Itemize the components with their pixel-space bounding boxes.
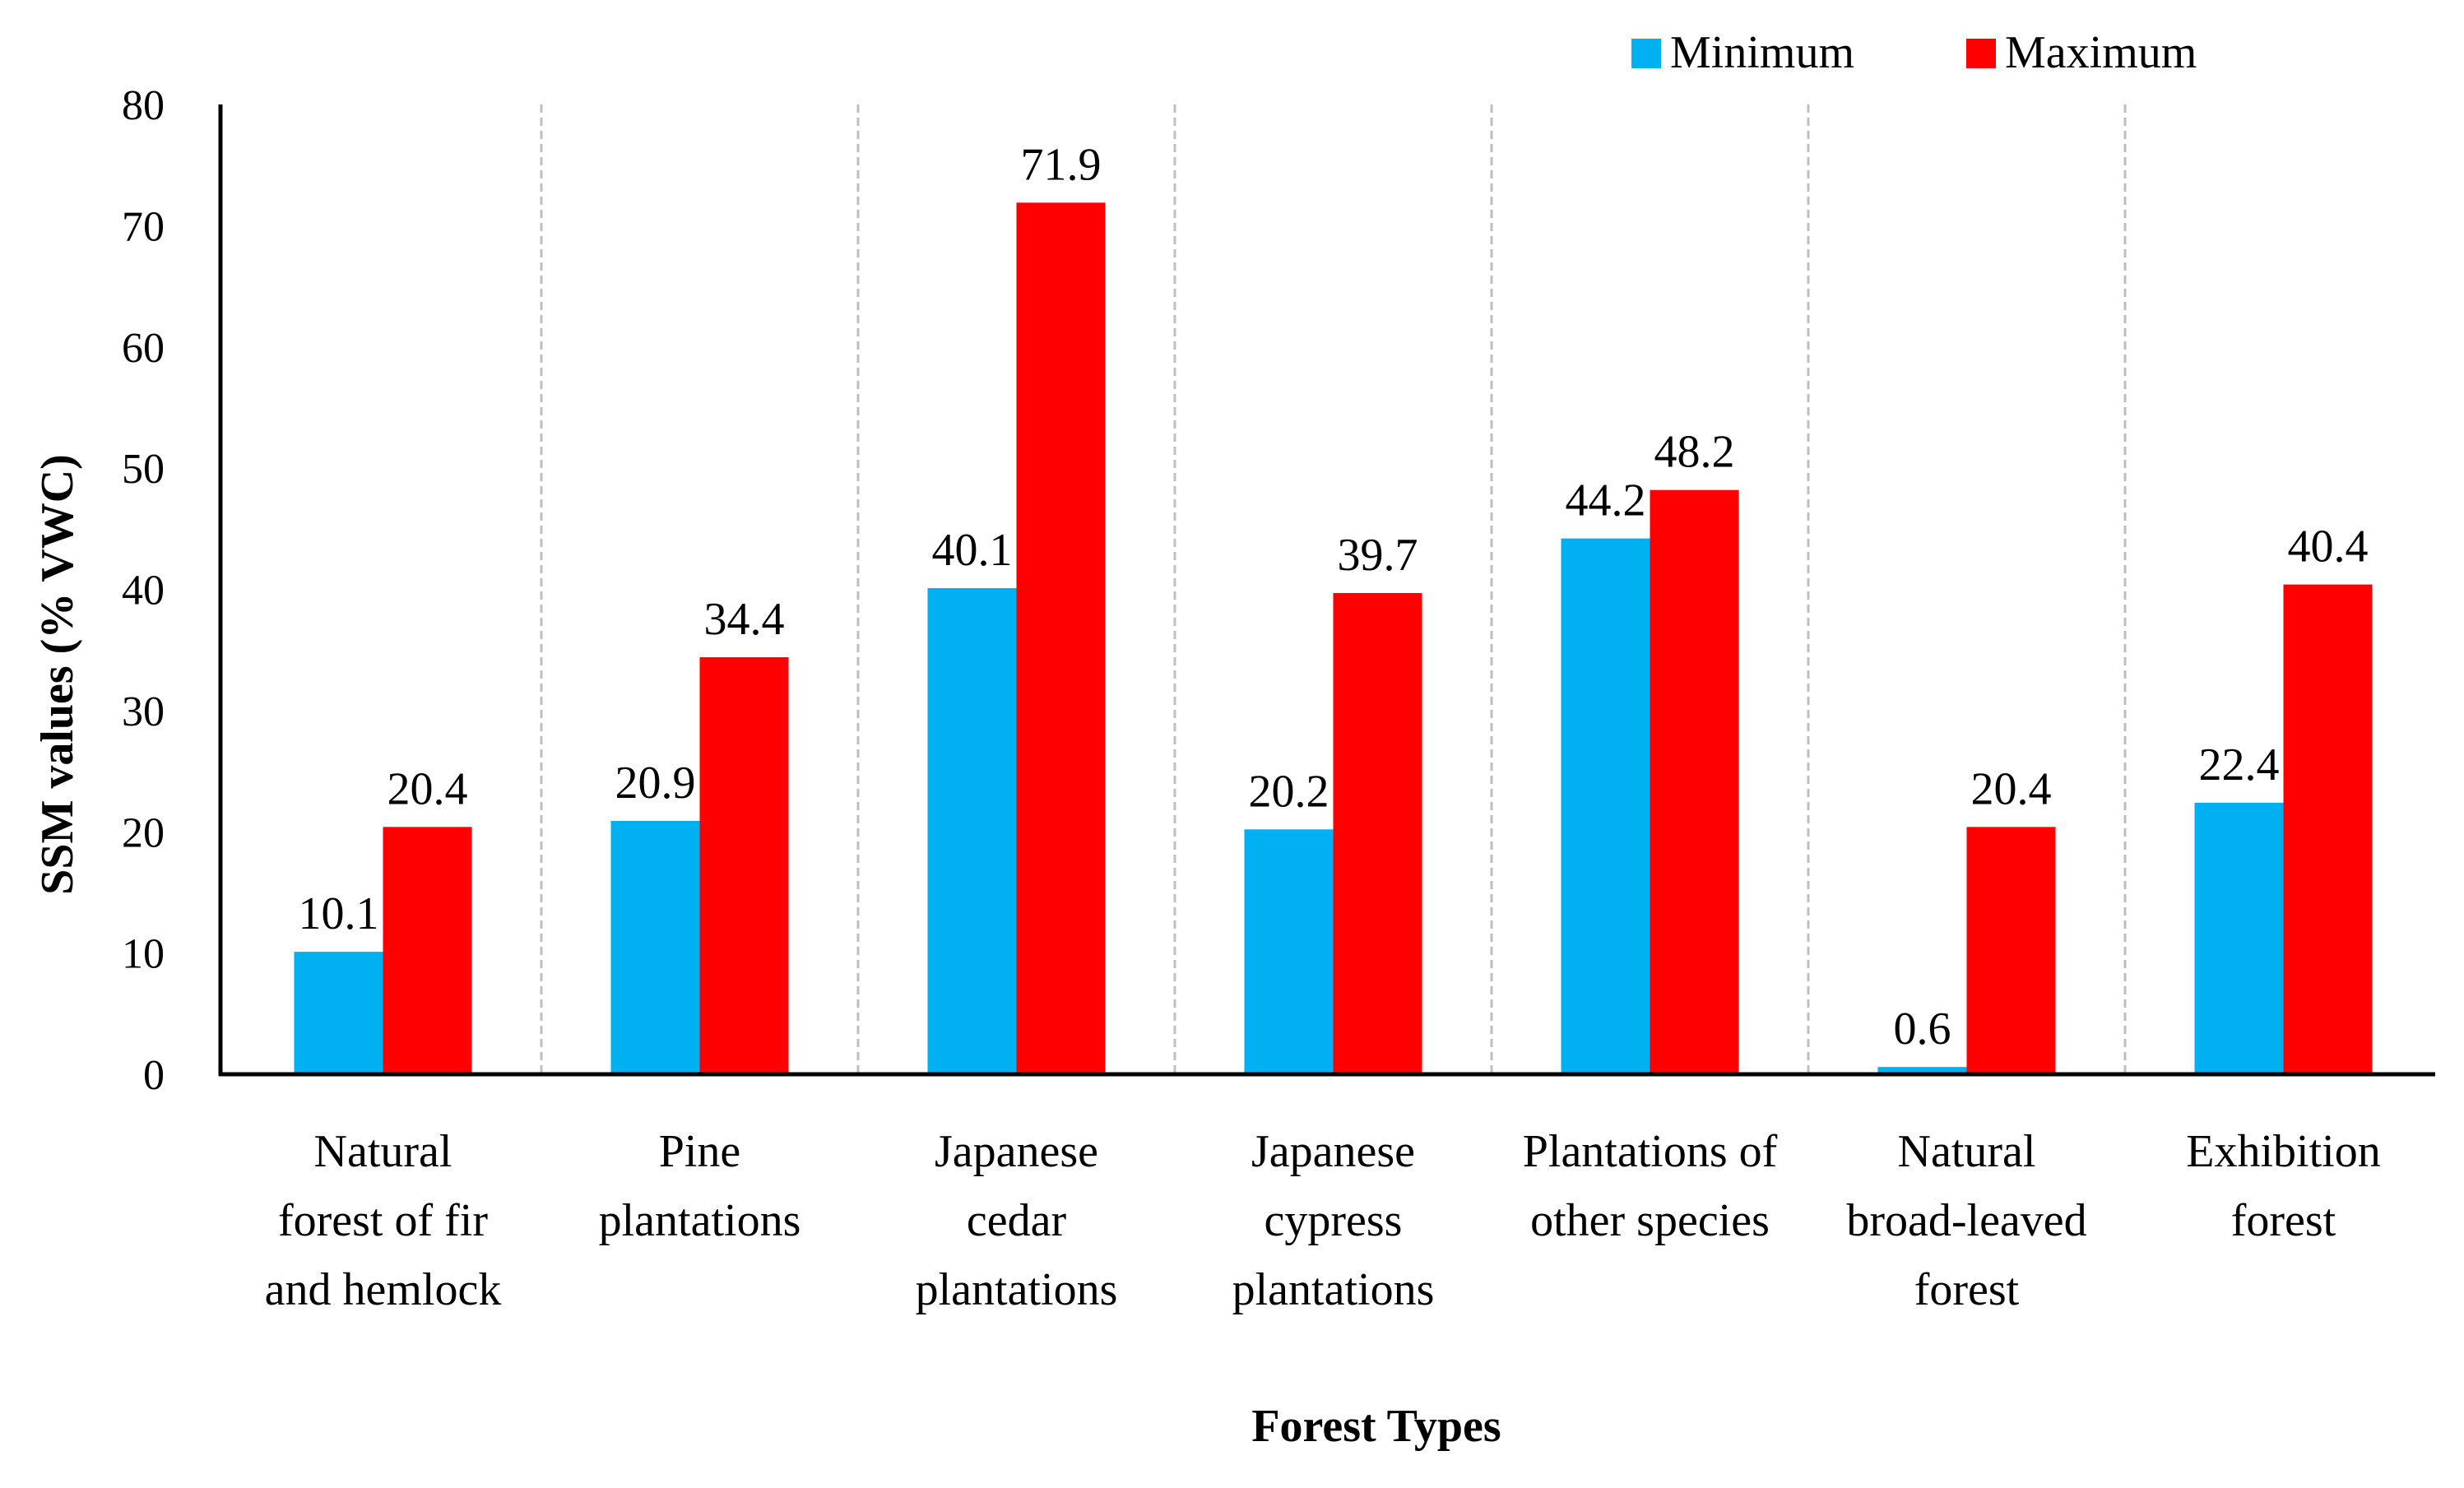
category-label-6: Exhibition forest: [2186, 1126, 2380, 1246]
y-axis-ticks: 0 10 20 30 40 50 60 70 80: [122, 82, 165, 1099]
axes: [218, 104, 2435, 1077]
bar-maximum-6: [2283, 584, 2373, 1074]
y-tick-label-60: 60: [122, 325, 165, 372]
value-label-maximum-6: 40.4: [2288, 521, 2369, 572]
bar-minimum-5: [1877, 1067, 1967, 1074]
category-label-line: plantations: [599, 1195, 801, 1246]
category-label-3: Japanese cypress plantations: [1232, 1126, 1435, 1315]
legend-swatch-maximum: [1966, 39, 1996, 68]
category-label-line: plantations: [1232, 1264, 1435, 1315]
y-tick-label-50: 50: [122, 446, 165, 493]
y-tick-label-20: 20: [122, 809, 165, 856]
legend-label-maximum: Maximum: [2005, 27, 2197, 78]
category-label-5: Natural broad-leaved forest: [1846, 1126, 2086, 1315]
category-label-line: forest: [1914, 1264, 2020, 1315]
category-label-2: Japanese cedar plantations: [916, 1126, 1118, 1315]
legend-label-minimum: Minimum: [1670, 27, 1854, 78]
value-label-maximum-1: 34.4: [704, 594, 785, 645]
value-label-minimum-5: 0.6: [1894, 1004, 1951, 1055]
category-label-line: Pine: [659, 1126, 741, 1177]
category-label-line: Exhibition: [2186, 1126, 2380, 1177]
bar-minimum-1: [610, 820, 700, 1074]
bar-maximum-0: [383, 827, 472, 1074]
bar-maximum-1: [699, 657, 789, 1074]
category-label-line: forest: [2231, 1195, 2336, 1246]
value-label-minimum-1: 20.9: [615, 758, 696, 809]
category-label-line: Plantations of: [1523, 1126, 1778, 1177]
category-label-line: forest of fir: [278, 1195, 488, 1246]
category-label-line: Natural: [1898, 1126, 2036, 1177]
y-tick-label-80: 80: [122, 82, 165, 129]
legend: Minimum Maximum: [1631, 27, 2197, 78]
bar-maximum-2: [1016, 202, 1106, 1074]
value-labels: 10.1 20.4 20.9 34.4 40.1 71.9 20.2 39.7 44.248.2…: [299, 139, 2369, 1055]
x-axis-title: Forest Types: [1251, 1401, 1501, 1452]
category-label-1: Pine plantations: [599, 1126, 801, 1246]
bar-minimum-0: [294, 952, 383, 1074]
value-label-minimum-6: 22.4: [2199, 739, 2280, 790]
category-label-line: and hemlock: [265, 1264, 502, 1315]
bar-maximum-4: [1650, 489, 1739, 1074]
value-label-minimum-4: 44.2: [1566, 475, 1646, 526]
value-label-maximum-4: 48.2: [1654, 427, 1735, 478]
category-label-line: broad-leaved: [1846, 1195, 2086, 1246]
y-tick-label-40: 40: [122, 568, 165, 614]
category-label-line: Japanese: [1251, 1126, 1415, 1177]
y-tick-label-30: 30: [122, 688, 165, 735]
category-separators: [540, 104, 2127, 1074]
category-label-0: Natural forest of fir and hemlock: [265, 1126, 502, 1315]
legend-swatch-minimum: [1631, 39, 1661, 68]
bar-maximum-3: [1333, 592, 1422, 1074]
y-tick-label-0: 0: [143, 1052, 165, 1099]
bar-maximum-5: [1966, 827, 2056, 1074]
value-label-minimum-0: 10.1: [299, 888, 379, 939]
category-label-line: plantations: [916, 1264, 1118, 1315]
y-tick-label-70: 70: [122, 203, 165, 250]
category-label-line: cypress: [1264, 1195, 1403, 1246]
value-label-minimum-2: 40.1: [932, 525, 1013, 576]
y-tick-label-10: 10: [122, 931, 165, 978]
y-axis-title: SSM values (% VWC): [32, 454, 83, 895]
category-label-4: Plantations of other species: [1523, 1126, 1778, 1246]
category-label-line: Japanese: [935, 1126, 1098, 1177]
bar-minimum-2: [927, 588, 1017, 1074]
bar-minimum-6: [2194, 802, 2284, 1074]
value-label-maximum-3: 39.7: [1338, 530, 1418, 581]
value-label-maximum-2: 71.9: [1021, 139, 1102, 190]
bar-minimum-3: [1244, 829, 1334, 1074]
category-label-line: Natural: [314, 1126, 452, 1177]
x-axis-category-labels: Natural forest of fir and hemlock Pine plant…: [265, 1126, 2381, 1315]
value-label-maximum-5: 20.4: [1971, 763, 2052, 814]
category-label-line: cedar: [967, 1195, 1067, 1246]
bar-minimum-4: [1561, 538, 1650, 1074]
value-label-minimum-3: 20.2: [1249, 766, 1329, 817]
category-label-line: other species: [1530, 1195, 1770, 1246]
bars: [294, 202, 2373, 1074]
value-label-maximum-0: 20.4: [387, 763, 468, 814]
